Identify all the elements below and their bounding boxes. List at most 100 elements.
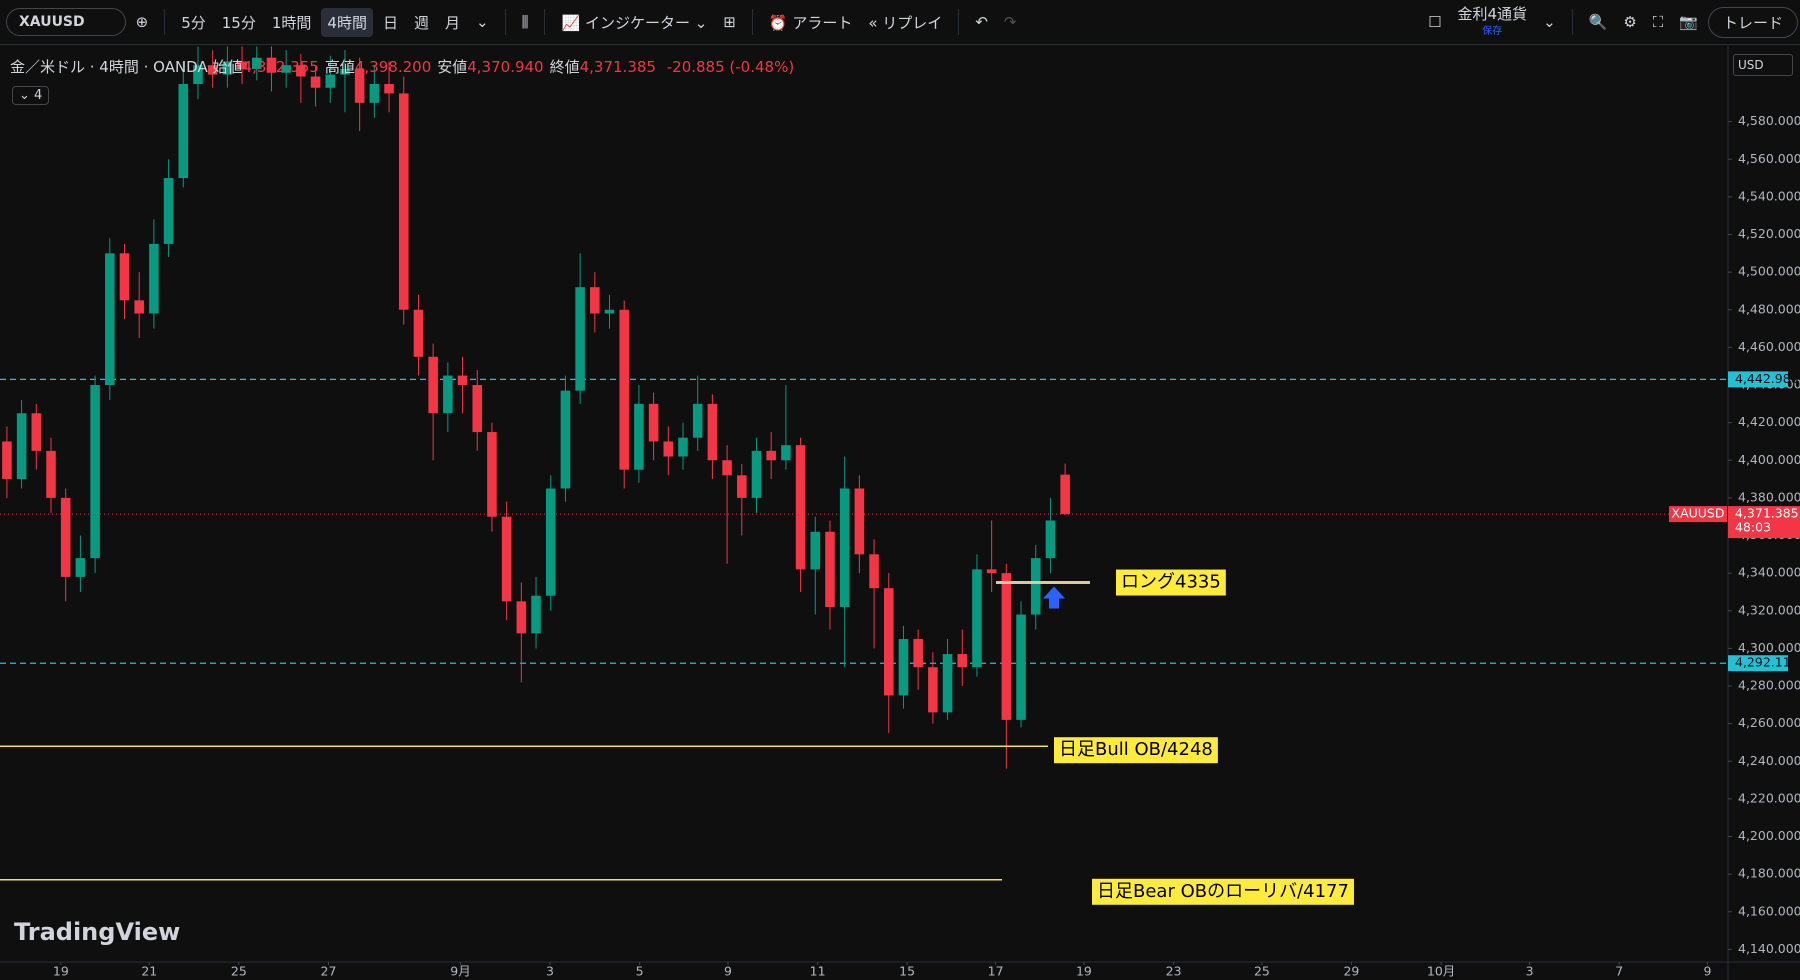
interval-button[interactable]: 日 xyxy=(382,13,398,32)
search[interactable]: 🔍 xyxy=(1588,13,1608,31)
candle-body xyxy=(16,413,27,480)
candle-body xyxy=(545,488,556,596)
x-tick-label: 27 xyxy=(321,964,337,979)
indicator-count[interactable]: ⌄ 4 xyxy=(12,86,50,105)
last-price-tag xyxy=(1728,506,1800,539)
interval-button[interactable]: 15分 xyxy=(221,13,256,32)
candle-body xyxy=(134,300,144,314)
candle-body xyxy=(222,61,233,75)
candle-body xyxy=(443,375,453,414)
redo[interactable]: ↷ xyxy=(1003,13,1017,31)
candle-body xyxy=(310,76,321,88)
interval-button[interactable]: 5分 xyxy=(181,13,206,32)
x-tick-label: 9 xyxy=(724,964,732,979)
y-tick-label: 4,220.000 xyxy=(1738,790,1800,805)
replay-button[interactable]: « リプレイ xyxy=(868,13,943,32)
layout-name[interactable]: 金利4通貨 保存 xyxy=(1452,3,1534,41)
ohlc-value: 4,371.385 xyxy=(579,58,656,76)
y-tick-label: 4,140.000 xyxy=(1738,941,1800,956)
candle-body xyxy=(898,638,909,696)
layouts-button[interactable]: ⊞ xyxy=(723,13,736,31)
symbol-tag xyxy=(1669,506,1727,523)
alert-button[interactable]: ⏰ アラート xyxy=(768,13,853,32)
candle-body xyxy=(472,385,483,433)
y-tick-label: 4,260.000 xyxy=(1738,715,1800,730)
indicators-button[interactable]: 📈 インジケーター ⌄ xyxy=(561,13,708,32)
candle-body xyxy=(105,253,115,386)
candle-body xyxy=(163,178,174,244)
ohlc-value: 4,370.940 xyxy=(467,58,544,76)
trade-button[interactable]: トレード xyxy=(1707,6,1798,38)
last-price-label: 4,371.385 xyxy=(1735,506,1799,521)
y-tick-label: 4,340.000 xyxy=(1738,565,1800,580)
candle-body xyxy=(839,488,850,608)
candle-body xyxy=(957,654,968,668)
candle-body xyxy=(207,65,218,75)
x-tick-label: 5 xyxy=(636,964,644,979)
layout-menu[interactable]: ⌄ xyxy=(1543,13,1556,31)
candle-body xyxy=(1060,474,1070,515)
snapshot[interactable]: 📷 xyxy=(1679,13,1698,31)
candle-body xyxy=(869,554,879,589)
candle-body xyxy=(251,57,262,69)
currency[interactable]: USD xyxy=(1733,54,1793,76)
candle-body xyxy=(75,558,86,577)
x-tick-label: 11 xyxy=(810,964,826,979)
candle-body xyxy=(398,93,409,310)
undo[interactable]: ↶ xyxy=(975,13,988,31)
candle-body xyxy=(883,588,894,696)
interval-menu[interactable]: ⌄ xyxy=(476,13,489,31)
candle-body xyxy=(2,441,12,480)
x-tick-label: 25 xyxy=(1254,964,1270,979)
candle-body xyxy=(178,84,189,179)
x-tick-label: 23 xyxy=(1166,964,1182,979)
countdown: 48:03 xyxy=(1735,520,1771,535)
interval-button[interactable]: 4時間 xyxy=(321,7,373,37)
candle-body xyxy=(737,475,747,498)
candle-body xyxy=(678,437,688,457)
y-tick-label: 4,320.000 xyxy=(1738,602,1800,617)
symbol-title: 金／米ドル · 4時間 · OANDA xyxy=(10,58,208,76)
chart-type[interactable]: ⫼ xyxy=(521,13,529,31)
y-tick-label: 4,480.000 xyxy=(1738,301,1800,316)
candle-body xyxy=(972,569,982,668)
candle-body xyxy=(457,375,468,386)
ohlc-label: 高値 xyxy=(324,58,355,76)
candle-body xyxy=(369,84,380,103)
price-line-label: 4,442.980 xyxy=(1735,371,1799,386)
watermark: TradingView xyxy=(14,918,181,946)
candle-body xyxy=(810,531,821,570)
alert-label: アラート xyxy=(792,13,853,32)
symbol-search[interactable]: XAUUSD xyxy=(6,8,126,36)
layout-checkbox[interactable]: ☐ xyxy=(1428,13,1442,31)
ohlc-value: 4,398.200 xyxy=(354,58,432,76)
interval-button[interactable]: 月 xyxy=(444,13,460,32)
y-tick-label: 4,420.000 xyxy=(1738,414,1800,429)
candle-body xyxy=(516,601,527,634)
x-tick-label: 19 xyxy=(1076,964,1092,979)
annotation-label: ロング4335 xyxy=(1121,572,1221,593)
interval-button[interactable]: 1時間 xyxy=(271,13,312,32)
candle-body xyxy=(619,309,629,470)
candle-body xyxy=(986,569,997,574)
candle-body xyxy=(590,287,600,314)
legend: 金／米ドル · 4時間 · OANDA 始値4,392.355 高値4,398.2… xyxy=(10,56,794,77)
candle-body xyxy=(266,57,277,73)
settings[interactable]: ⚙ xyxy=(1623,13,1637,31)
candle-body xyxy=(90,385,100,559)
x-tick-label: 25 xyxy=(231,964,247,979)
fullscreen[interactable]: ⛶ xyxy=(1652,13,1664,31)
y-tick-label: 4,580.000 xyxy=(1738,113,1800,128)
interval-button[interactable]: 週 xyxy=(413,13,429,32)
candle-body xyxy=(913,638,923,668)
candle-body xyxy=(296,65,306,77)
add-symbol[interactable]: ⊕ xyxy=(135,13,149,31)
candle-body xyxy=(487,432,497,517)
candle-body xyxy=(751,450,762,498)
candle-body xyxy=(119,253,130,301)
candle-body xyxy=(1045,520,1056,559)
candle-body xyxy=(1030,558,1041,615)
y-tick-label: 4,180.000 xyxy=(1738,866,1800,881)
candle-body xyxy=(928,667,938,713)
candle-body xyxy=(781,445,791,461)
